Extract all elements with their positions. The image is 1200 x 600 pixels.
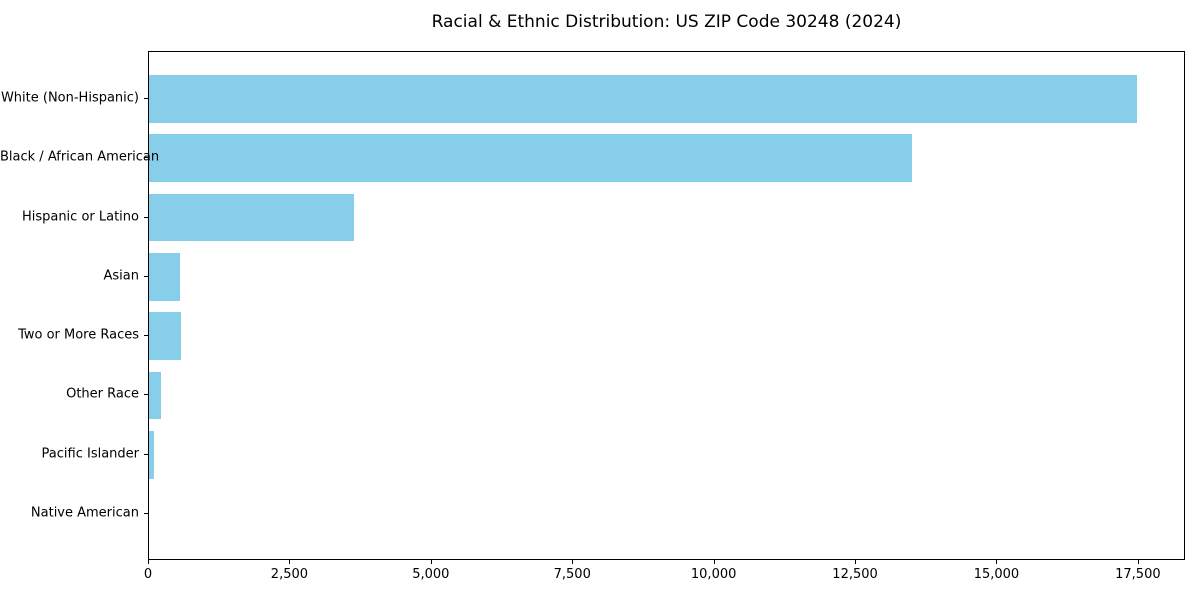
bar — [149, 134, 913, 182]
x-tick-label: 17,500 — [1115, 567, 1161, 582]
y-tick-mark — [144, 97, 148, 99]
y-tick-mark — [144, 394, 148, 396]
y-tick-mark — [144, 453, 148, 455]
bar — [149, 75, 1137, 123]
y-tick-label: Black / African American — [0, 149, 160, 165]
y-tick-label: Other Race — [66, 386, 139, 402]
x-tick-mark — [855, 560, 857, 564]
y-tick-label: Asian — [103, 268, 139, 284]
x-tick-mark — [1137, 560, 1139, 564]
chart-title: Racial & Ethnic Distribution: US ZIP Cod… — [431, 12, 902, 32]
y-tick-label: Two or More Races — [18, 327, 139, 343]
x-tick-mark — [430, 560, 432, 564]
y-tick-mark — [144, 275, 148, 277]
y-tick-mark — [144, 335, 148, 337]
x-tick-mark — [572, 560, 574, 564]
bar — [149, 431, 155, 479]
x-tick-label: 12,500 — [832, 567, 878, 582]
y-tick-mark — [144, 216, 148, 218]
x-tick-mark — [996, 560, 998, 564]
x-tick-label: 7,500 — [553, 567, 591, 582]
x-tick-label: 15,000 — [973, 567, 1020, 582]
x-tick-label: 0 — [143, 567, 153, 582]
plot-area — [148, 51, 1185, 560]
y-tick-label: Pacific Islander — [41, 446, 139, 462]
x-tick-label: 10,000 — [690, 567, 737, 582]
y-tick-mark — [144, 513, 148, 515]
bar — [149, 371, 162, 420]
bar — [149, 193, 354, 242]
bar — [149, 253, 181, 301]
x-tick-mark — [289, 560, 291, 564]
y-tick-label: White (Non-Hispanic) — [0, 90, 139, 106]
bar — [149, 312, 181, 360]
x-tick-label: 5,000 — [412, 567, 450, 582]
x-tick-mark — [148, 560, 149, 564]
x-tick-label: 2,500 — [270, 567, 309, 582]
x-tick-mark — [713, 560, 715, 564]
y-tick-mark — [144, 157, 148, 159]
y-tick-label: Native American — [30, 505, 139, 521]
y-tick-label: Hispanic or Latino — [21, 209, 139, 224]
